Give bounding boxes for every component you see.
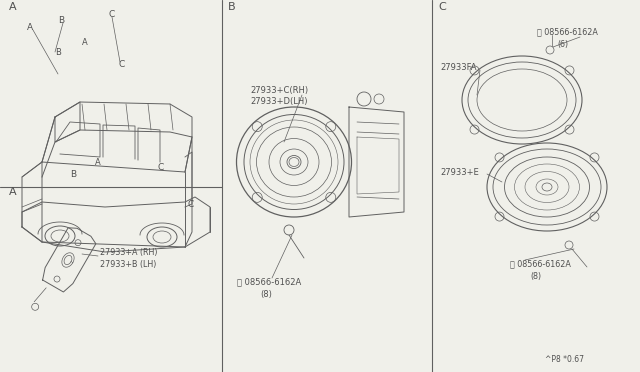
Text: (6): (6) [557, 39, 568, 48]
Text: 27933+E: 27933+E [440, 167, 479, 176]
Text: ^P8 *0.67: ^P8 *0.67 [545, 356, 584, 365]
Text: A: A [82, 38, 88, 46]
Text: C: C [188, 199, 195, 208]
Text: (8): (8) [260, 289, 272, 298]
Text: 27933+B (LH): 27933+B (LH) [100, 260, 156, 269]
Text: B: B [70, 170, 76, 179]
Text: 27933+D(LH): 27933+D(LH) [250, 96, 307, 106]
Text: A: A [95, 157, 100, 167]
Text: C: C [438, 2, 445, 12]
Text: Ⓜ 08566-6162A: Ⓜ 08566-6162A [237, 278, 301, 286]
Text: A: A [9, 187, 17, 197]
Text: Ⓜ 08566-6162A: Ⓜ 08566-6162A [537, 28, 598, 36]
Text: 27933FA: 27933FA [440, 62, 477, 71]
Text: 27933+C(RH): 27933+C(RH) [250, 86, 308, 94]
Text: B: B [55, 48, 61, 57]
Text: B: B [228, 2, 236, 12]
Text: A: A [27, 22, 33, 32]
Text: Ⓜ 08566-6162A: Ⓜ 08566-6162A [510, 260, 571, 269]
Text: C: C [118, 60, 124, 68]
Text: A: A [9, 2, 17, 12]
Text: (8): (8) [530, 272, 541, 280]
Text: C: C [158, 163, 164, 171]
Text: C: C [108, 10, 115, 19]
Text: 27933+A (RH): 27933+A (RH) [100, 247, 157, 257]
Text: B: B [58, 16, 64, 25]
